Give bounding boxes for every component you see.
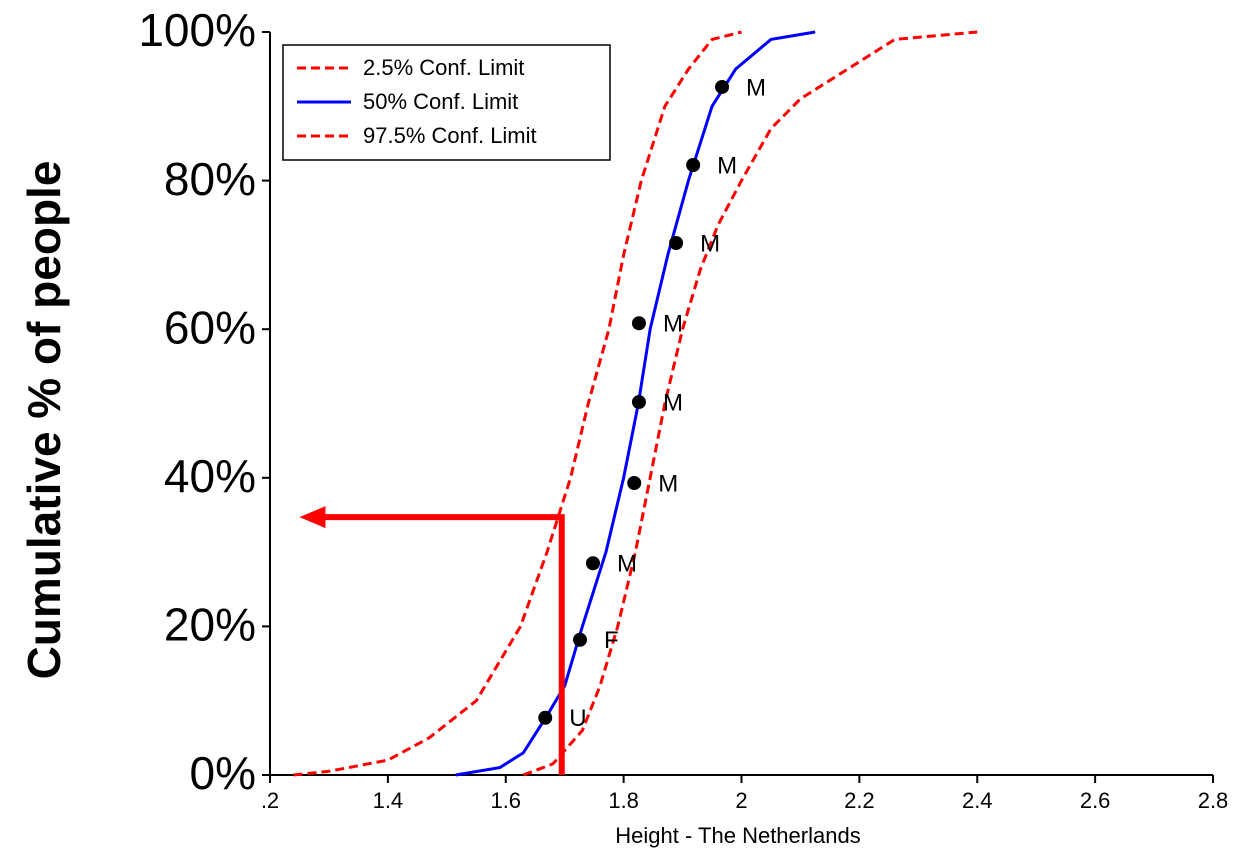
x-tick-label: 1.8 [608, 788, 639, 813]
data-point [631, 316, 646, 331]
x-axis-label: Height - The Netherlands [615, 823, 860, 848]
point-label: U [569, 705, 586, 732]
point-label: M [663, 389, 683, 416]
x-tick-label: .2 [261, 788, 279, 813]
x-tick-label: 2 [735, 788, 747, 813]
x-tick-label: 1.4 [373, 788, 404, 813]
data-point [538, 710, 553, 725]
point-label: M [746, 74, 766, 101]
point-label: F [604, 627, 619, 654]
x-tick-label: 2.6 [1080, 788, 1111, 813]
y-axis-label: Cumulative % of people [18, 161, 70, 680]
data-point [669, 236, 684, 251]
x-tick-label: 1.6 [490, 788, 521, 813]
data-point [585, 556, 600, 571]
x-tick-label: 2.4 [962, 788, 993, 813]
y-tick-label: 0% [190, 747, 256, 799]
line [522, 30, 978, 777]
data-point [627, 476, 642, 491]
y-tick-label: 60% [164, 301, 256, 353]
y-tick-label: 20% [164, 599, 256, 651]
legend-label: 97.5% Conf. Limit [363, 123, 537, 148]
legend-label: 2.5% Conf. Limit [363, 55, 524, 80]
point-label: M [617, 551, 637, 578]
x-tick-label: 2.2 [844, 788, 875, 813]
marker-line [321, 514, 565, 775]
line [293, 30, 742, 777]
arrow-head [299, 506, 326, 529]
point-label: M [700, 230, 720, 257]
data-point [631, 395, 646, 410]
y-tick-label: 100% [138, 4, 256, 56]
point-label: M [658, 470, 678, 497]
data-point [573, 632, 588, 647]
data-point [686, 157, 701, 172]
point-label: M [663, 311, 683, 338]
data-point [715, 79, 730, 94]
y-tick-label: 40% [164, 450, 256, 502]
legend-label: 50% Conf. Limit [363, 89, 518, 114]
point-label: M [717, 152, 737, 179]
x-tick-label: 2.8 [1198, 788, 1229, 813]
y-tick-label: 80% [164, 153, 256, 205]
